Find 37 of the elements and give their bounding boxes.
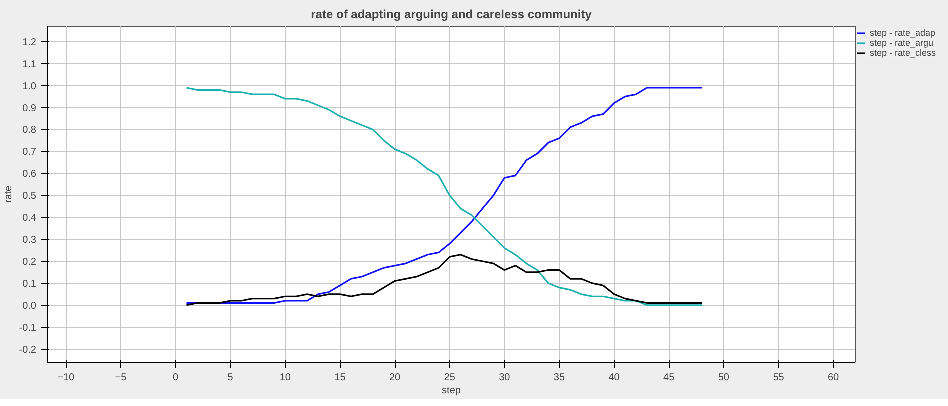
x-tick-label: 10 [280,372,292,384]
x-tick-label: 60 [828,372,840,384]
y-tick-label: 0.1 [22,278,37,290]
x-tick-label: −5 [115,372,128,384]
y-tick-label: 0.6 [22,169,37,180]
y-tick-label: 1.0 [22,81,37,92]
y-tick-label: -0.2 [19,344,37,356]
x-axis-title: step [442,386,462,396]
x-tick-label: −10 [58,372,76,384]
x-tick-label: 5 [228,372,234,384]
y-axis-title: rate [3,185,14,204]
y-tick-label: 1.2 [22,37,37,48]
x-tick-label: 40 [608,372,620,384]
x-tick-label: 35 [554,372,566,384]
chart-title: rate of adapting arguing and careless community [311,8,592,22]
x-tick-label: 50 [718,372,730,384]
y-tick-label: 0.2 [22,256,37,268]
x-tick-label: 30 [499,372,511,384]
x-tick-label: 45 [664,372,676,384]
y-tick-label: 0.5 [22,191,37,202]
legend-label: step - rate_adap [870,28,936,38]
x-tick-label: 25 [444,372,456,384]
x-tick-label: 55 [773,372,785,384]
x-tick-label: 0 [172,372,179,384]
y-tick-label: 0.3 [22,235,37,246]
y-tick-label: 0.4 [22,213,37,224]
y-tick-label: 1.1 [22,59,37,70]
line-series [186,254,703,306]
y-tick-label: 0.8 [22,125,37,136]
x-tick-label: 20 [389,372,402,384]
y-tick-label: 0.7 [22,147,37,158]
y-tick-label: 0.0 [22,300,37,312]
y-tick-label: 0.9 [22,103,37,114]
legend-label: step - rate_argu [870,38,934,48]
y-tick-label: -0.1 [19,322,37,334]
x-tick-label: 15 [334,372,346,384]
legend-label: step - rate_cless [870,48,936,58]
